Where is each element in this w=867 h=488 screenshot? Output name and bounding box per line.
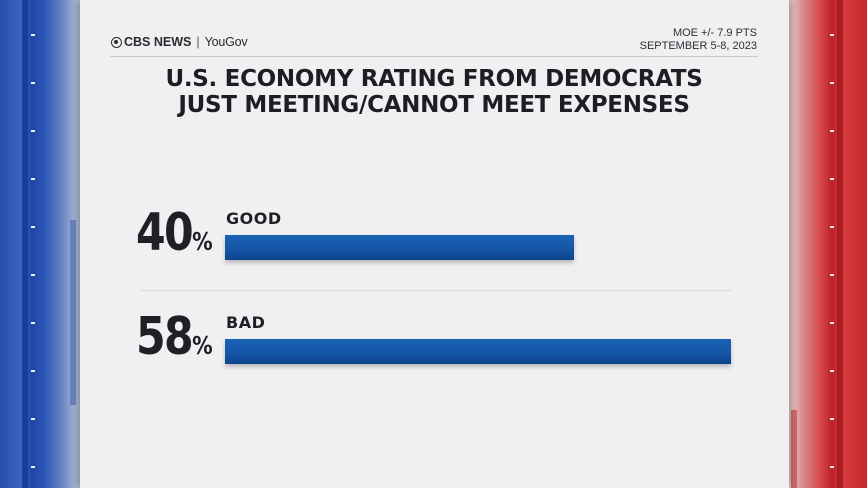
chart-title: U.S. ECONOMY RATING FROM DEMOCRATS JUST … (110, 66, 758, 118)
flag-stripe-left (22, 0, 28, 488)
category-label-good: GOOD (226, 209, 282, 228)
margin-of-error: MOE +/- 7.9 PTS (672, 27, 757, 39)
backdrop-accent-right (791, 410, 797, 488)
pct-symbol-bad: % (192, 331, 213, 360)
pct-symbol-good: % (192, 227, 213, 256)
header-rule (110, 56, 758, 57)
brand-separator: | (196, 35, 200, 49)
brand-logo: CBS NEWS | YouGov (111, 34, 248, 50)
category-label-bad: BAD (226, 313, 266, 332)
chart-title-line2: JUST MEETING/CANNOT MEET EXPENSES (178, 92, 690, 118)
brand-cbs-news: CBS NEWS (124, 35, 192, 49)
flag-panel-left (0, 0, 80, 488)
star-dots-left (31, 0, 35, 488)
row-divider (140, 290, 732, 291)
pct-label-good: 40% (136, 203, 213, 263)
chart-title-line1: U.S. ECONOMY RATING FROM DEMOCRATS (165, 66, 703, 92)
bar-bad (225, 339, 731, 364)
flag-stripe-right (837, 0, 843, 488)
survey-meta: MOE +/- 7.9 PTS SEPTEMBER 5-8, 2023 (640, 27, 757, 53)
pct-value-bad: 58 (136, 307, 194, 367)
survey-dates: SEPTEMBER 5-8, 2023 (639, 40, 757, 52)
brand-yougov: YouGov (204, 35, 248, 49)
pct-label-bad: 58% (136, 307, 213, 367)
cbs-eye-icon (111, 36, 122, 48)
flag-panel-right (789, 0, 867, 488)
backdrop-accent-left (70, 220, 76, 405)
star-dots-right (830, 0, 834, 488)
bar-good (225, 235, 574, 260)
pct-value-good: 40 (136, 203, 194, 263)
